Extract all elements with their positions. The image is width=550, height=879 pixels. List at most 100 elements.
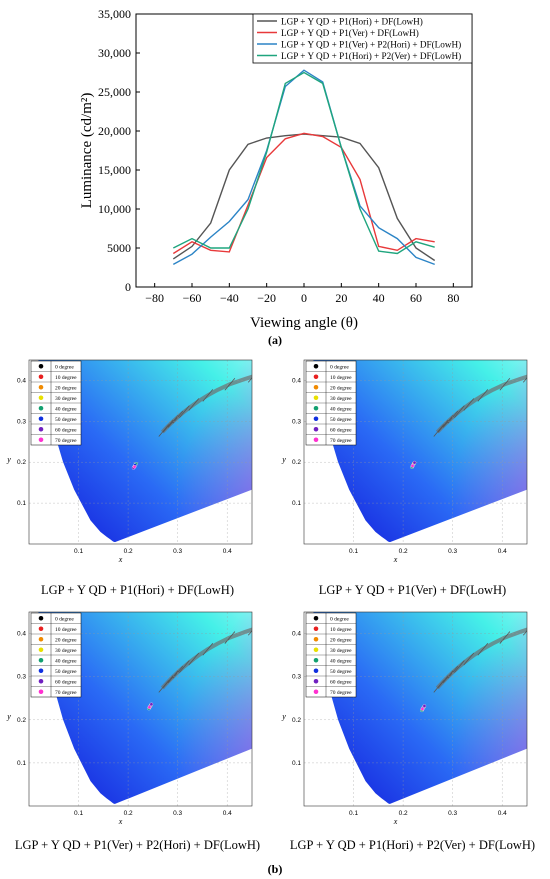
gamut-region	[38, 360, 252, 542]
cct-tick	[179, 405, 190, 418]
cct-tick	[158, 680, 170, 693]
plot-frame	[303, 611, 528, 807]
legend-dot	[38, 416, 44, 422]
y-tick-label: 0.3	[17, 418, 26, 425]
legend-entry: 40 degree	[330, 658, 352, 664]
legend-entry: 70 degree	[55, 438, 77, 444]
cct-tick	[202, 389, 214, 402]
legend-entry: 10 degree	[55, 375, 77, 381]
panel-caption: LGP + Y QD + P1(Ver) + P2(Hori) + DF(Low…	[14, 838, 261, 852]
degree-legend: 0 degree 10 degree 20 degree 30 degree 40 de…	[305, 612, 357, 698]
x-tick-label: 0.1	[349, 548, 358, 555]
x-tick-label: 0.3	[173, 548, 182, 555]
legend-entry: 10 degree	[330, 375, 352, 381]
legend-entry: 20 degree	[55, 637, 77, 643]
x-tick-label: −80	[145, 291, 164, 305]
legend-entry: 0 degree	[55, 616, 74, 622]
y-tick-label: 0.4	[17, 377, 26, 384]
purple-region-tint	[313, 360, 527, 542]
cct-tick	[179, 660, 190, 673]
purple-region-tint	[38, 612, 252, 804]
x-tick-label: 0.2	[399, 548, 408, 555]
legend-entry: 40 degree	[55, 658, 77, 664]
legend-dot	[38, 657, 44, 663]
cct-tick	[463, 398, 475, 411]
x-tick-label: 20	[335, 291, 347, 305]
cie-panel-1: 0.1 0.2 0.3 0.4 0.1 0.2 0.3 0.4 x y 0 degree 10 deg…	[0, 350, 275, 598]
legend-dot	[38, 668, 44, 674]
legend-entry: 60 degree	[55, 427, 77, 433]
legend-entry: LGP + Y QD + P1(Ver) + DF(LowH)	[281, 28, 419, 38]
legend-dot	[313, 626, 319, 632]
legend-dot	[313, 668, 319, 674]
y-tick-label: 0.4	[17, 631, 26, 638]
legend-dot	[38, 405, 44, 411]
cie-panel-4: 0.1 0.2 0.3 0.4 0.1 0.2 0.3 0.4 x y 0 degree 10 deg…	[275, 602, 550, 860]
degree-legend: 0 degree 10 degree 20 degree 30 degree 40 de…	[305, 360, 357, 446]
x-tick-label: 0.1	[74, 810, 83, 817]
legend-dot	[313, 678, 319, 684]
y-tick-label: 0.3	[17, 674, 26, 681]
x-tick-label: 0.3	[173, 810, 182, 817]
legend-entry: 70 degree	[55, 690, 77, 696]
legend-entry: 30 degree	[330, 648, 352, 654]
y-tick-label: 15,000	[98, 163, 131, 177]
legend-entry: 70 degree	[330, 690, 352, 696]
cie-diagram: 0.1 0.2 0.3 0.4 0.1 0.2 0.3 0.4 x y 0 degree 10 deg…	[281, 359, 528, 564]
x-tick-label: 60	[410, 291, 422, 305]
y-tick-label: 0.2	[292, 459, 301, 466]
x-tick-label: 0.2	[399, 810, 408, 817]
purple-region-tint	[313, 612, 527, 804]
y-tick-label: 0.2	[292, 717, 301, 724]
cct-tick	[188, 398, 200, 411]
legend-dot	[313, 384, 319, 390]
plot-frame	[28, 611, 253, 807]
x-tick-label: 0.1	[349, 810, 358, 817]
y-tick-label: 25,000	[98, 85, 131, 99]
x-tick-label: 0.4	[498, 810, 507, 817]
legend-entry: 20 degree	[55, 385, 77, 391]
cct-tick	[454, 660, 465, 673]
y-axis-label: Luminance (cd/m²)	[79, 93, 95, 209]
y-tick-label: 0	[125, 280, 131, 294]
y-tick-label: 10,000	[98, 202, 131, 216]
panel-caption: LGP + Y QD + P1(Hori) + DF(LowH)	[40, 583, 234, 597]
x-tick-label: 0.1	[74, 548, 83, 555]
x-tick-label: 0.4	[498, 548, 507, 555]
legend-entry: LGP + Y QD + P1(Hori) + DF(LowH)	[281, 17, 423, 27]
y-tick-label: 0.1	[17, 760, 26, 767]
legend-box	[252, 13, 473, 64]
y-tick-label: 0.3	[292, 674, 301, 681]
purple-region-tint	[38, 360, 252, 542]
measurement-point	[420, 707, 425, 711]
gamut-region	[38, 612, 252, 804]
y-tick-label: 0.4	[292, 377, 301, 384]
legend-dot	[38, 437, 44, 443]
cie-panel-2: 0.1 0.2 0.3 0.4 0.1 0.2 0.3 0.4 x y 0 degree 10 deg…	[275, 350, 550, 598]
legend-dot	[38, 374, 44, 380]
y-axis-label: y	[6, 712, 11, 721]
figure-caption-b: (b)	[267, 862, 283, 876]
legend-dot	[38, 363, 44, 369]
x-tick-label: 80	[447, 291, 459, 305]
cct-tick	[162, 419, 174, 433]
x-tick-label: −20	[257, 291, 276, 305]
measurement-point	[147, 705, 152, 710]
y-axis-label: y	[281, 455, 286, 464]
y-axis-label: y	[281, 712, 286, 721]
x-tick-label: 0	[301, 291, 307, 305]
legend-entry: 50 degree	[330, 669, 352, 675]
x-axis-label: Viewing angle (θ)	[250, 315, 358, 331]
y-tick-label: 5000	[107, 241, 131, 255]
x-tick-label: −60	[183, 291, 202, 305]
x-tick-label: 40	[373, 291, 385, 305]
plot-frame	[28, 359, 253, 545]
series-line-1	[172, 133, 436, 262]
x-axis-label: x	[393, 555, 398, 564]
y-tick-label: 0.2	[17, 459, 26, 466]
legend-dot	[313, 416, 319, 422]
y-tick-label: 0.3	[292, 418, 301, 425]
legend-entry: 60 degree	[330, 679, 352, 685]
plot-frame	[303, 359, 528, 545]
legend-entry: 30 degree	[55, 396, 77, 402]
